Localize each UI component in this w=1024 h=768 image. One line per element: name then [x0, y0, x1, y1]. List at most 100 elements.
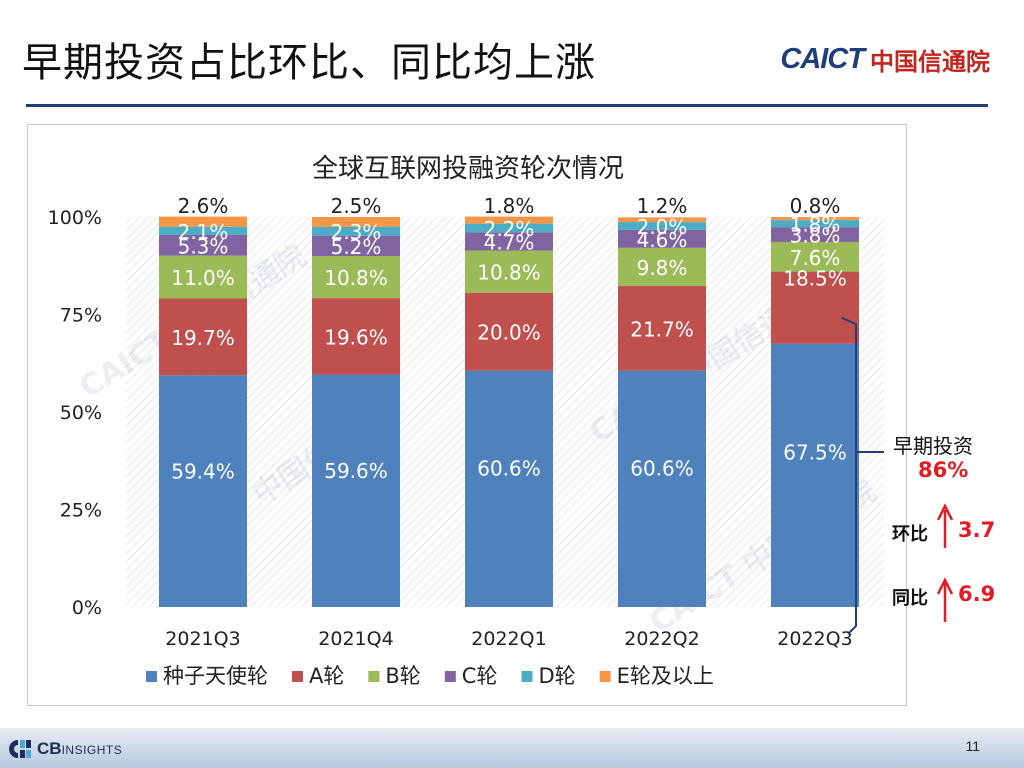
chart-title: 全球互联网投融资轮次情况: [312, 154, 624, 184]
y-tick-label: 25%: [60, 500, 102, 522]
early-investment-value: 86%: [918, 458, 969, 482]
bar-segment: [618, 222, 706, 230]
bar-segment: [771, 227, 859, 242]
bar-segment: [312, 226, 400, 236]
bar-value-label: 3.8%: [790, 224, 841, 248]
y-tick-label: 100%: [48, 207, 102, 229]
legend-swatch: [292, 671, 303, 682]
yoy-arrow-icon: [936, 577, 954, 622]
bar-value-label: 19.7%: [171, 326, 235, 350]
bar-value-label: 60.6%: [630, 457, 694, 481]
bar-segment: [618, 370, 706, 607]
yoy-label: 同比: [892, 588, 928, 609]
bar-value-label: 2.1%: [178, 220, 229, 244]
qoq-label: 环比: [892, 524, 928, 545]
bar-value-label: 5.2%: [331, 235, 382, 259]
bar-segment: [771, 220, 859, 228]
legend-swatch: [444, 671, 456, 682]
x-tick-label: 2022Q3: [777, 628, 852, 650]
x-tick-label: 2022Q2: [624, 628, 699, 650]
bar-value-label: 2.2%: [484, 217, 535, 241]
bar-value-label: 2.0%: [637, 215, 688, 239]
bar-value-label: 2.3%: [331, 220, 382, 244]
bar-segment: [159, 226, 247, 235]
bar-value-label: 20.0%: [477, 321, 541, 345]
y-tick-label: 50%: [60, 402, 102, 424]
x-tick-label: 2021Q4: [318, 628, 393, 650]
bar-value-label: 1.2%: [637, 194, 688, 218]
bar-segment: [312, 374, 400, 607]
bar-segment: [159, 216, 247, 227]
bar-value-label: 4.7%: [484, 230, 535, 254]
bar-segment: [312, 235, 400, 256]
cb-logo-icon: [6, 738, 34, 760]
cb-logo-text: CBINSIGHTS: [37, 739, 122, 759]
bar-value-label: 0.8%: [790, 194, 841, 218]
bar-segment: [618, 286, 706, 371]
bar-segment: [465, 292, 553, 371]
bar-value-label: 11.0%: [171, 266, 235, 290]
legend-label: 种子天使轮: [163, 664, 268, 688]
logo-en-text: CAICT: [780, 43, 865, 75]
bar-segment: [618, 247, 706, 287]
legend-swatch: [521, 671, 533, 682]
legend-label: E轮及以上: [617, 664, 714, 688]
page-number: 11: [965, 738, 980, 754]
caict-logo: CAICT 中国信通院: [780, 42, 990, 77]
legend-label: D轮: [538, 664, 575, 688]
early-investment-label: 早期投资: [893, 434, 973, 458]
bar-value-label: 4.6%: [637, 228, 688, 252]
cb-insights-logo: CBINSIGHTS: [6, 738, 122, 760]
bar-value-label: 2.6%: [178, 194, 229, 218]
bar-segment: [618, 229, 706, 248]
yoy-value: 6.9: [958, 582, 996, 606]
bar-segment: [771, 343, 859, 607]
bar-value-label: 2.5%: [331, 194, 382, 218]
bar-segment: [771, 241, 859, 272]
legend-label: C轮: [462, 664, 498, 688]
logo-cn-text: 中国信通院: [870, 48, 990, 76]
bar-value-label: 18.5%: [783, 267, 847, 291]
bar-value-label: 67.5%: [783, 441, 847, 465]
bar-segment: [312, 298, 400, 375]
qoq-arrow-icon: [936, 503, 954, 548]
title-divider: [26, 104, 988, 107]
page-title: 早期投资占比环比、同比均上涨: [22, 40, 596, 86]
bar-segment: [771, 217, 859, 221]
bar-value-label: 59.6%: [324, 459, 388, 483]
bar-value-label: 60.6%: [477, 457, 541, 481]
bar-segment: [465, 370, 553, 607]
bar-value-label: 7.6%: [790, 246, 841, 270]
bar-segment: [159, 298, 247, 376]
y-tick-label: 75%: [60, 305, 102, 327]
bar-segment: [159, 255, 247, 299]
bar-segment: [159, 234, 247, 256]
bar-value-label: 10.8%: [477, 261, 541, 285]
bar-value-label: 1.8%: [790, 213, 841, 237]
cb-logo-sub: INSIGHTS: [61, 743, 123, 757]
bar-segment: [312, 256, 400, 299]
bar-value-label: 1.8%: [484, 194, 535, 218]
bar-value-label: 10.8%: [324, 266, 388, 290]
legend-swatch: [368, 671, 380, 682]
bar-value-label: 5.3%: [178, 234, 229, 258]
x-tick-label: 2022Q1: [471, 628, 546, 650]
cb-logo-main: CB: [37, 739, 62, 758]
x-tick-label: 2021Q3: [165, 628, 240, 650]
bar-segment: [465, 223, 553, 233]
legend-label: A轮: [309, 664, 344, 688]
bar-value-label: 9.8%: [637, 256, 688, 280]
legend-label: B轮: [385, 664, 420, 688]
bar-segment: [159, 375, 247, 607]
legend-swatch: [146, 671, 157, 682]
bar-segment: [465, 232, 553, 251]
bar-segment: [465, 216, 553, 224]
bar-value-label: 19.6%: [324, 325, 388, 349]
footer-bar: [0, 728, 1024, 768]
y-tick-label: 0%: [72, 597, 102, 619]
bar-value-label: 21.7%: [630, 317, 694, 341]
bar-value-label: 59.4%: [171, 459, 235, 483]
bar-segment: [465, 250, 553, 293]
